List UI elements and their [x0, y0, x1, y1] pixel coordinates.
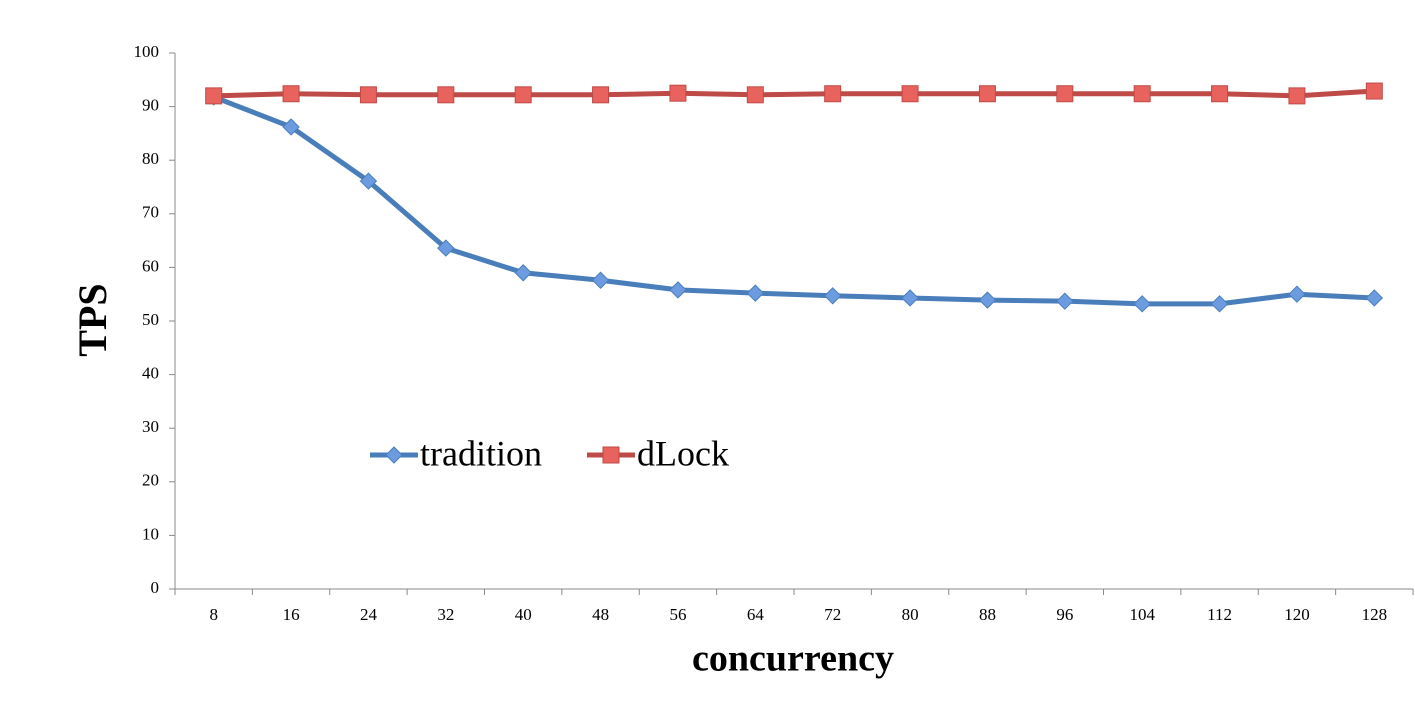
data-point — [359, 172, 378, 190]
data-point — [978, 291, 997, 309]
data-point — [514, 264, 532, 282]
x-tick-label: 72 — [824, 605, 841, 624]
data-point — [282, 85, 300, 103]
data-point — [1288, 285, 1306, 303]
x-tick-label: 24 — [360, 605, 378, 624]
y-tick-label: 10 — [142, 524, 159, 543]
data-point — [1056, 85, 1074, 103]
data-point — [1056, 292, 1074, 310]
x-tick-label: 48 — [592, 605, 609, 624]
x-tick-label: 56 — [669, 605, 686, 624]
data-point — [669, 84, 687, 102]
data-point — [823, 287, 842, 305]
data-point — [669, 281, 687, 299]
data-point — [746, 284, 765, 302]
x-tick-label: 104 — [1129, 605, 1155, 624]
x-tick-label: 112 — [1207, 605, 1232, 624]
x-tick-label: 32 — [437, 605, 454, 624]
data-point — [1211, 85, 1229, 103]
y-tick-label: 30 — [142, 417, 159, 436]
data-point — [591, 271, 610, 289]
line-series — [213, 88, 1375, 99]
data-point — [1133, 85, 1151, 103]
x-tick-label: 96 — [1056, 605, 1073, 624]
x-tick-label: 128 — [1362, 605, 1388, 624]
data-point — [359, 86, 377, 104]
x-tick-label: 64 — [747, 605, 765, 624]
data-point — [978, 85, 996, 103]
y-tick-label: 0 — [151, 578, 160, 597]
data-point — [1288, 87, 1306, 105]
y-tick-label: 50 — [142, 310, 159, 329]
data-point — [205, 87, 223, 105]
x-tick-label: 8 — [209, 605, 218, 624]
y-tick-label: 70 — [142, 203, 159, 222]
data-point — [1365, 82, 1383, 100]
y-tick-label: 80 — [142, 149, 159, 168]
x-tick-label: 40 — [515, 605, 532, 624]
data-point — [282, 118, 300, 136]
y-tick-label: 100 — [134, 42, 160, 61]
legend-label: dLock — [637, 433, 729, 473]
data-point — [514, 86, 532, 104]
data-point — [437, 86, 455, 104]
legend-marker — [385, 446, 403, 464]
y-tick-label: 40 — [142, 364, 159, 383]
data-point — [901, 289, 919, 307]
legend-marker — [602, 446, 620, 464]
data-point — [1210, 295, 1229, 313]
x-tick-label: 16 — [283, 605, 300, 624]
x-tick-label: 80 — [902, 605, 919, 624]
y-axis-label: TPS — [70, 283, 115, 356]
line-series — [212, 94, 1375, 307]
data-point — [824, 85, 842, 103]
y-tick-label: 60 — [142, 256, 159, 275]
x-tick-label: 120 — [1284, 605, 1310, 624]
x-tick-label: 88 — [979, 605, 996, 624]
legend-label: tradition — [420, 433, 542, 473]
data-point — [901, 85, 919, 103]
y-tick-label: 90 — [142, 96, 159, 115]
data-point — [437, 239, 455, 257]
x-axis-label: concurrency — [692, 638, 894, 680]
data-point — [1365, 289, 1384, 307]
y-tick-label: 20 — [142, 471, 159, 490]
data-point — [592, 86, 610, 104]
data-point — [746, 86, 764, 104]
data-point — [1133, 295, 1151, 313]
